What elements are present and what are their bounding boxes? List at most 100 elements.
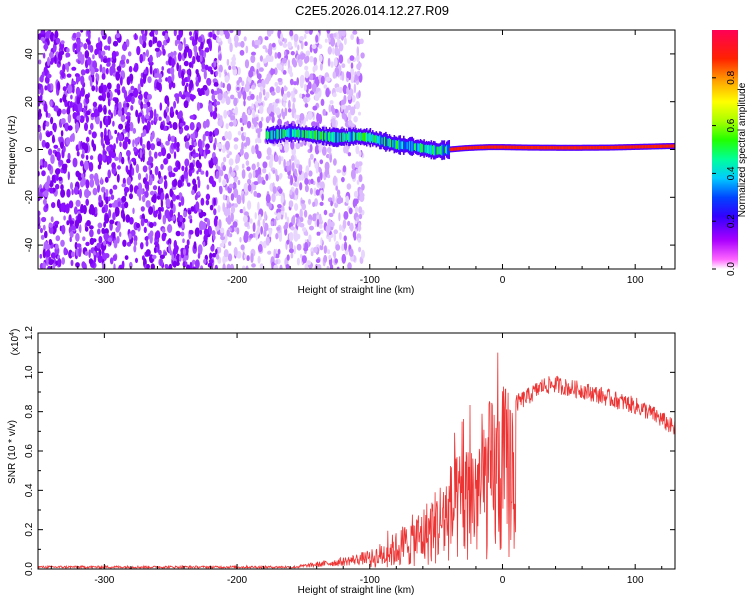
- spectrogram-signal-core: [588, 146, 590, 150]
- spectrogram-noise-cell: [318, 213, 322, 224]
- spectrogram-noise-cell: [233, 144, 239, 150]
- spectrogram-noise-cell: [41, 139, 46, 148]
- spectrogram-noise-cell: [118, 264, 124, 269]
- spectrogram-signal-core: [545, 146, 547, 150]
- spectrogram-signal-core: [369, 132, 372, 143]
- spectrogram-noise-cell: [175, 195, 180, 200]
- spectrogram-noise-cell: [236, 227, 240, 235]
- spectrogram-noise-cell: [315, 87, 321, 92]
- spectrogram-noise-cell: [304, 65, 309, 71]
- spectrogram-noise-cell: [310, 251, 314, 257]
- spectrogram-signal-core: [417, 143, 419, 152]
- spectrogram-noise-cell: [75, 43, 81, 53]
- spectrogram-noise-cell: [239, 49, 245, 56]
- spectrogram-signal-core: [336, 132, 338, 143]
- spectrogram-noise-cell: [188, 61, 192, 68]
- spectrogram-signal-core: [269, 130, 271, 140]
- spectrogram-noise-cell: [247, 178, 252, 185]
- spectrogram-noise-cell: [38, 59, 42, 65]
- spectrogram-noise-cell: [85, 179, 90, 189]
- spectrogram-noise-cell: [133, 87, 139, 98]
- spectrogram-noise-cell: [65, 52, 71, 58]
- spectrogram-signal-core: [511, 145, 514, 149]
- spectrogram-noise-cell: [291, 162, 295, 172]
- spectrogram-noise-cell: [119, 76, 123, 86]
- spectrogram-signal-core: [484, 145, 486, 149]
- spectrogram-noise-cell: [316, 112, 320, 123]
- spectrogram-noise-cell: [115, 136, 119, 144]
- spectrogram-noise-cell: [342, 165, 347, 173]
- spectrogram-noise-cell: [288, 248, 294, 254]
- spectrogram-signal-core: [512, 145, 515, 149]
- spectrogram-noise-cell: [346, 183, 352, 190]
- spectrogram-noise-cell: [251, 103, 254, 109]
- spectrogram-noise-cell: [266, 73, 272, 82]
- spectrogram-noise-cell: [295, 213, 299, 218]
- spectrogram-noise-cell: [289, 78, 294, 86]
- spectrogram-noise-cell: [299, 93, 303, 99]
- spectrogram-noise-cell: [130, 95, 135, 105]
- spectrogram-noise-cell: [333, 57, 338, 67]
- spectrogram-noise-cell: [153, 108, 157, 119]
- spectrogram-signal-core: [361, 133, 363, 141]
- spectrogram-noise-cell: [137, 83, 141, 93]
- spectrogram-signal-core: [594, 146, 596, 150]
- spectrogram-noise-cell: [216, 142, 221, 148]
- spectrogram-noise-cell: [348, 88, 354, 97]
- spectrogram-noise-cell: [202, 133, 206, 142]
- spectrogram-noise-cell: [137, 114, 140, 124]
- spectrogram-noise-cell: [320, 75, 325, 85]
- spectrogram-noise-cell: [293, 182, 297, 187]
- spectrogram-signal-core: [517, 145, 520, 149]
- spectrogram-noise-cell: [303, 96, 307, 102]
- spectrogram-noise-cell: [122, 140, 128, 150]
- spectrogram-noise-cell: [147, 93, 152, 100]
- spectrogram-signal-core: [508, 145, 510, 149]
- spectrogram-noise-cell: [46, 175, 51, 186]
- spectrogram-signal-core: [622, 145, 625, 149]
- spectrogram-noise-cell: [57, 258, 62, 268]
- spectrogram-noise-cell: [262, 161, 268, 169]
- spectrogram-noise-cell: [257, 167, 262, 175]
- spectrogram-signal-core: [368, 133, 370, 142]
- spectrogram-signal-core: [406, 142, 409, 150]
- spectrogram-signal-core: [631, 145, 633, 149]
- spectrogram-noise-cell: [308, 30, 313, 35]
- spectrogram-noise-cell: [200, 197, 205, 206]
- spectrogram-signal-core: [363, 132, 366, 142]
- spectrogram-noise-cell: [101, 66, 106, 76]
- spectrogram-noise-cell: [88, 75, 92, 81]
- spectrogram-noise-cell: [173, 260, 177, 268]
- spectrogram-signal-core: [596, 146, 599, 150]
- spectrogram-noise-cell: [140, 39, 144, 45]
- spectrogram-noise-cell: [139, 136, 143, 147]
- spectrogram-noise-cell: [45, 110, 48, 118]
- spectrogram-signal-core: [346, 133, 349, 141]
- spectrogram-noise-cell: [75, 122, 80, 132]
- spectrogram-noise-cell: [325, 76, 331, 82]
- spectrogram-noise-cell: [66, 188, 71, 198]
- spectrogram-noise-cell: [338, 30, 342, 39]
- spectrogram-noise-cell: [84, 226, 89, 232]
- snr-y-ticks: 0.00.20.40.60.81.01.2: [24, 326, 675, 576]
- spectrogram-noise-cell: [217, 37, 222, 43]
- spectrogram-signal-core: [592, 146, 595, 150]
- spectrogram-noise-cell: [125, 150, 131, 157]
- spectrogram-noise-cell: [42, 122, 46, 131]
- spectrogram-noise-cell: [319, 201, 324, 206]
- spectrogram-noise-cell: [278, 155, 282, 165]
- spectrogram-noise-cell: [293, 245, 297, 255]
- colorbar-tick-label: 0.6: [726, 118, 737, 132]
- spectrogram-noise-cell: [169, 123, 173, 129]
- spectrogram-signal-core: [311, 130, 313, 139]
- spectrogram-noise-cell: [56, 152, 61, 162]
- spectrogram-signal-core: [665, 144, 668, 148]
- spectrogram-noise-cell: [326, 147, 332, 154]
- spectrogram-noise-cell: [336, 197, 342, 205]
- spectrogram-noise-cell: [306, 260, 312, 266]
- spectrogram-signal-core: [422, 144, 424, 153]
- spectrogram-noise-cell: [85, 155, 89, 160]
- spectrogram-noise-cell: [173, 142, 177, 149]
- spectrogram-noise-cell: [84, 189, 88, 198]
- spectrogram-noise-cell: [75, 232, 80, 242]
